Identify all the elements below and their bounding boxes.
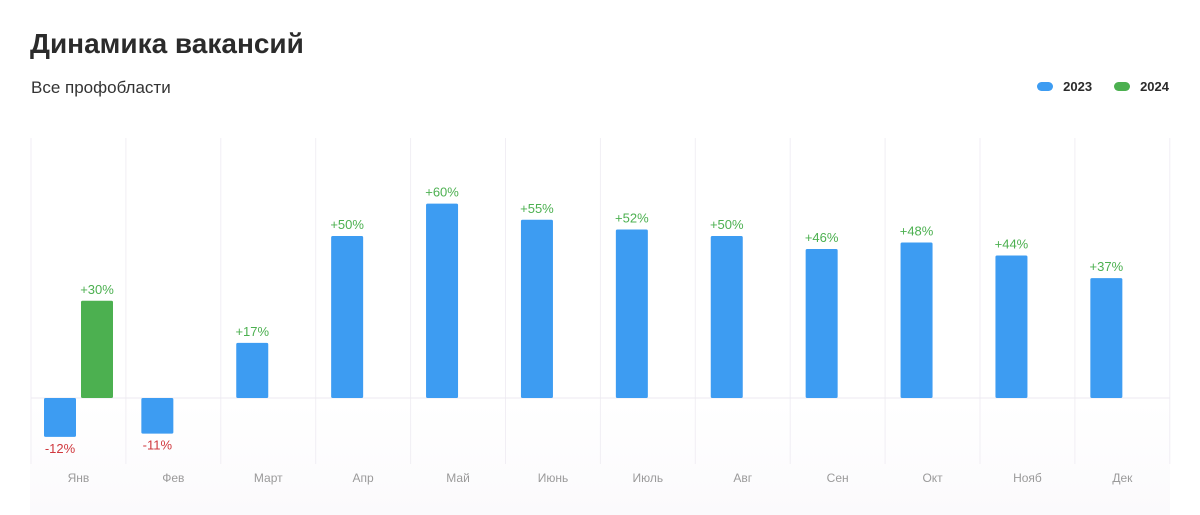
data-label-2023-9: +46% (805, 230, 839, 245)
x-tick-label-8: Авг (733, 471, 752, 485)
data-label-2023-1: -12% (45, 441, 76, 456)
data-label-2023-2: -11% (143, 438, 173, 453)
data-label-2023-8: +50% (710, 217, 744, 232)
bar-2024-1 (81, 300, 113, 398)
legend-swatch-2023 (1037, 82, 1054, 91)
chart-legend: 2023 2024 (1037, 79, 1169, 94)
data-label-2023-12: +37% (1090, 259, 1124, 274)
data-label-2023-11: +44% (995, 236, 1029, 251)
bar-2023-6 (520, 219, 553, 398)
legend-label-2023: 2023 (1063, 79, 1093, 94)
x-tick-label-11: Нояб (1013, 471, 1042, 485)
bar-2023-1 (44, 398, 76, 437)
x-tick-label-7: Июль (633, 471, 664, 485)
bar-2023-8 (710, 236, 743, 398)
data-label-2023-3: +17% (235, 324, 269, 339)
data-label-2023-10: +48% (900, 223, 934, 238)
data-label-2023-4: +50% (330, 217, 364, 232)
data-label-2024-1: +30% (80, 282, 114, 297)
legend-swatch-2024 (1114, 82, 1131, 91)
legend-item-2023[interactable]: 2023 (1037, 79, 1092, 94)
chart-title: Динамика вакансий (30, 28, 304, 59)
chart-subtitle: Все профобласти (31, 78, 171, 97)
legend-label-2024: 2024 (1140, 79, 1169, 94)
x-tick-label-4: Апр (353, 471, 375, 485)
x-tick-label-9: Сен (827, 471, 849, 485)
data-label-2023-5: +60% (425, 185, 459, 200)
legend-item-2024[interactable]: 2024 (1114, 79, 1169, 94)
bar-2023-7 (615, 229, 648, 398)
data-label-2023-7: +52% (615, 211, 649, 226)
bar-2023-4 (331, 236, 364, 398)
bar-2023-3 (236, 342, 269, 398)
bar-2023-11 (995, 255, 1028, 398)
data-label-2023-6: +55% (520, 201, 554, 216)
x-tick-label-3: Март (254, 471, 283, 485)
bar-2023-2 (141, 398, 174, 434)
x-tick-label-12: Дек (1112, 471, 1133, 485)
bar-2023-5 (426, 203, 459, 398)
bar-2023-9 (805, 248, 838, 398)
x-tick-label-6: Июнь (538, 471, 569, 485)
bar-2023-10 (900, 242, 933, 398)
x-tick-label-1: Янв (68, 471, 90, 485)
x-tick-label-10: Окт (922, 471, 943, 485)
bar-2023-12 (1090, 278, 1123, 398)
x-tick-label-2: Фев (162, 471, 184, 485)
x-tick-label-5: Май (446, 471, 470, 485)
